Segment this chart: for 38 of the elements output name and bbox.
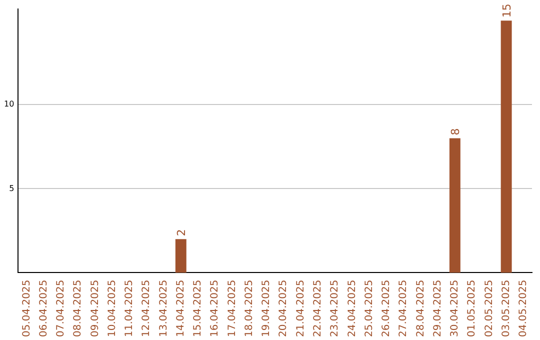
x-tick-label: 10.04.2025 xyxy=(106,280,118,338)
x-tick-label: 04.05.2025 xyxy=(518,280,530,338)
x-tick-label: 12.04.2025 xyxy=(141,280,152,338)
data-label: 8 xyxy=(448,128,462,136)
x-tick-label: 22.04.2025 xyxy=(312,280,324,338)
x-tick-label: 17.04.2025 xyxy=(226,280,238,338)
x-tick-label: 29.04.2025 xyxy=(432,280,444,338)
x-tick-label: 30.04.2025 xyxy=(450,280,461,338)
x-tick-label: 07.04.2025 xyxy=(56,280,67,338)
x-tick-label: 08.04.2025 xyxy=(72,280,84,338)
x-tick-label: 14.04.2025 xyxy=(175,280,186,338)
x-tick-label: 21.04.2025 xyxy=(295,280,306,338)
x-tick-label: 27.04.2025 xyxy=(398,280,410,338)
bar xyxy=(500,20,512,273)
x-tick-label: 19.04.2025 xyxy=(261,280,272,338)
x-tick-label: 20.04.2025 xyxy=(278,280,290,338)
x-tick-label: 25.04.2025 xyxy=(364,280,375,338)
x-tick-label: 01.05.2025 xyxy=(466,280,478,338)
x-tick-label: 15.04.2025 xyxy=(192,280,204,338)
x-tick-label: 13.04.2025 xyxy=(158,280,170,338)
bar xyxy=(175,239,186,273)
x-tick-label: 03.05.2025 xyxy=(500,280,512,338)
x-tick-label: 24.04.2025 xyxy=(346,280,358,338)
x-tick-label: 16.04.2025 xyxy=(210,280,221,338)
x-tick-label: 02.05.2025 xyxy=(484,280,495,338)
x-tick-label: 28.04.2025 xyxy=(415,280,426,338)
x-tick-label: 09.04.2025 xyxy=(90,280,101,338)
x-tick-label: 23.04.2025 xyxy=(330,280,341,338)
data-label: 2 xyxy=(174,229,188,236)
x-tick-label: 05.04.2025 xyxy=(21,280,32,338)
x-tick-label: 18.04.2025 xyxy=(244,280,255,338)
x-tick-label: 11.04.2025 xyxy=(124,280,136,338)
x-tick-label: 06.04.2025 xyxy=(38,280,50,338)
x-tick-label: 26.04.2025 xyxy=(381,280,392,338)
y-tick-label: 5 xyxy=(9,184,14,193)
data-label: 15 xyxy=(500,4,514,18)
bar xyxy=(449,138,460,273)
y-tick-label: 10 xyxy=(4,100,14,109)
